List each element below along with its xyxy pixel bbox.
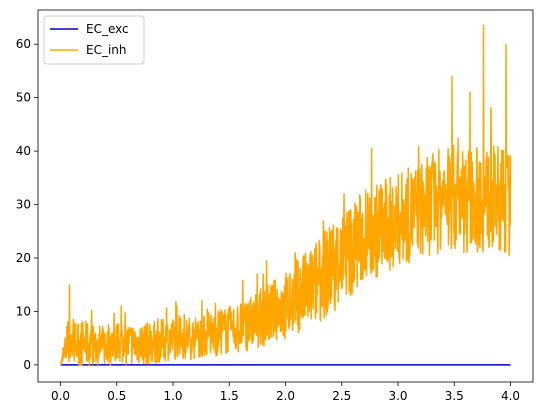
x-tick-label: 3.0: [388, 389, 407, 403]
x-tick-label: 0.5: [107, 389, 126, 403]
y-tick-label: 50: [16, 91, 31, 105]
series-layer: [59, 24, 512, 366]
legend-label: EC_inh: [86, 43, 127, 57]
legend: EC_exc EC_inh: [43, 15, 145, 65]
series-line-ec-inh: [59, 24, 512, 366]
y-tick-label: 0: [23, 358, 31, 372]
y-axis: 0 10 20 30 40 50 60: [16, 37, 38, 372]
legend-box: [43, 15, 145, 65]
y-tick-label: 40: [16, 144, 31, 158]
x-tick-label: 4.0: [501, 389, 520, 403]
legend-label: EC_exc: [86, 22, 129, 36]
y-tick-label: 60: [16, 37, 31, 51]
y-tick-label: 20: [16, 251, 31, 265]
x-axis: 0.0 0.5 1.0 1.5 2.0 2.5 3.0 3.5 4.0: [51, 382, 520, 403]
x-tick-label: 3.5: [445, 389, 464, 403]
x-tick-label: 1.5: [220, 389, 239, 403]
x-tick-label: 1.0: [163, 389, 182, 403]
x-tick-label: 0.0: [51, 389, 70, 403]
y-tick-label: 10: [16, 304, 31, 318]
x-tick-label: 2.0: [276, 389, 295, 403]
y-tick-label: 30: [16, 198, 31, 212]
x-tick-label: 2.5: [332, 389, 351, 403]
